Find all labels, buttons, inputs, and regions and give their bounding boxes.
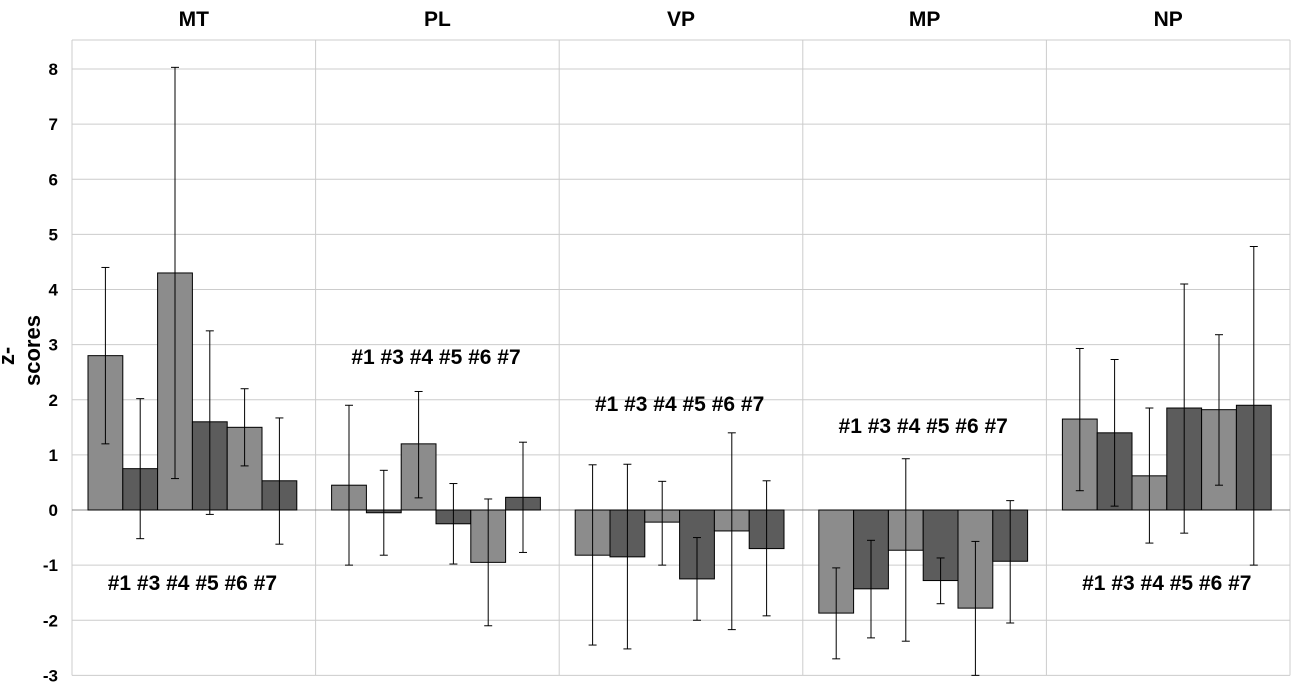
category-labels: #1 #3 #4 #5 #6 #7 (351, 346, 520, 369)
y-tick-label: 4 (49, 281, 59, 300)
y-tick-label: -1 (43, 556, 58, 575)
y-tick-label: 0 (49, 501, 58, 520)
panel-title: NP (1154, 8, 1183, 31)
category-labels: #1 #3 #4 #5 #6 #7 (595, 393, 764, 416)
panel-title: PL (424, 8, 451, 31)
y-tick-label: -3 (43, 666, 58, 685)
panel-title: MP (909, 8, 941, 31)
y-tick-label: 5 (49, 225, 58, 244)
y-tick-label: 3 (49, 336, 58, 355)
y-tick-label: 1 (49, 446, 58, 465)
panel-title: MT (179, 8, 209, 31)
y-tick-label: -2 (43, 611, 58, 630)
y-tick-label: 7 (49, 115, 58, 134)
y-tick-label: 6 (49, 170, 58, 189)
panel-title: VP (667, 8, 695, 31)
category-labels: #1 #3 #4 #5 #6 #7 (1082, 572, 1251, 595)
category-labels: #1 #3 #4 #5 #6 #7 (108, 572, 277, 595)
y-tick-label: 2 (49, 391, 58, 410)
y-tick-label: 8 (49, 60, 58, 79)
category-labels: #1 #3 #4 #5 #6 #7 (839, 415, 1008, 438)
